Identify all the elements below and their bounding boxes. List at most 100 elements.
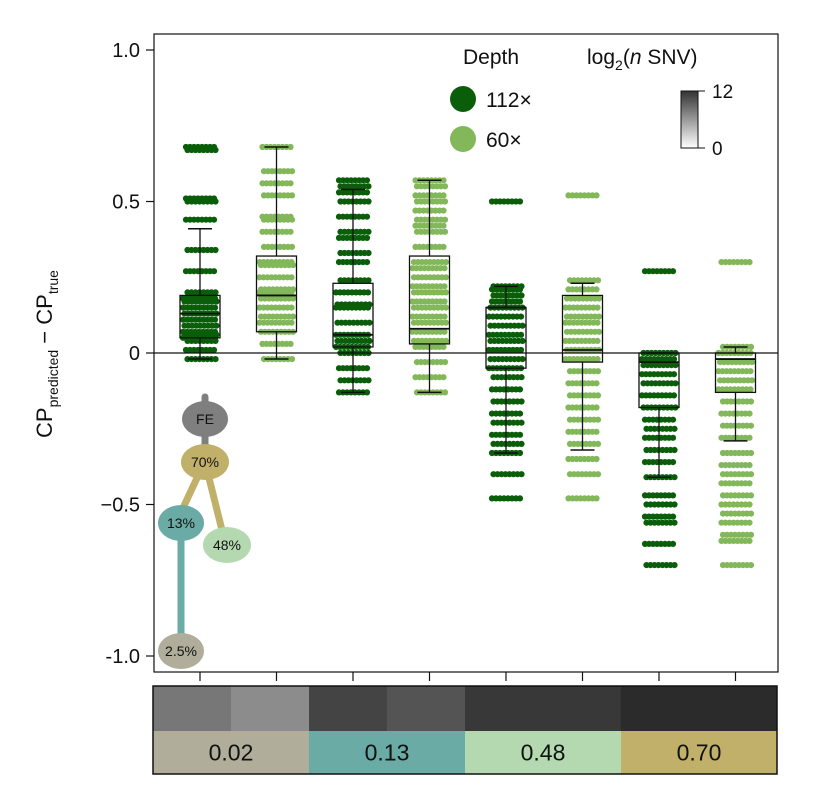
point-2-6-7 (363, 234, 371, 241)
point-5-16-7 (593, 428, 600, 435)
clone-label-2: 0.48 (521, 740, 566, 766)
box-body-2 (332, 282, 374, 348)
clone-cell-0 (153, 731, 310, 774)
point-2-12-8 (364, 304, 372, 311)
point-5-6-8 (594, 319, 601, 326)
y-axis-title-sub1: predicted (45, 350, 61, 408)
points-group-1 (256, 143, 297, 363)
tree-node-label-4: 2.5% (165, 643, 197, 659)
point-5-5-8 (595, 313, 603, 320)
box-3 (408, 179, 451, 394)
point-2-1-7 (365, 183, 372, 190)
point-7-11-7 (747, 449, 755, 457)
point-3-14-8 (441, 298, 448, 305)
point-5-17-7 (594, 440, 602, 447)
point-1-1-7 (288, 168, 296, 175)
box-6 (638, 352, 680, 478)
points-group-4 (485, 198, 526, 502)
point-1-19-7 (288, 356, 296, 363)
snv-cell-3 (387, 686, 466, 731)
point-4-17-7 (518, 419, 525, 426)
point-5-11-7 (594, 368, 602, 375)
y-tick-label-0: 1.0 (112, 40, 140, 62)
point-6-18-7 (669, 540, 677, 548)
point-2-18-7 (363, 365, 371, 372)
point-1-13-8 (289, 295, 297, 302)
point-3-3-7 (441, 198, 449, 205)
point-4-16-7 (516, 410, 524, 417)
point-6-4-8 (670, 371, 678, 378)
snv-cell-7 (699, 686, 778, 731)
points-group-0 (179, 143, 220, 363)
snv-cell-4 (465, 686, 544, 731)
boxplots (154, 146, 778, 681)
point-4-4-7 (516, 298, 524, 305)
point-2-4-7 (363, 213, 371, 220)
colorbar-title-n: n (630, 46, 642, 69)
box-body-1 (255, 255, 298, 333)
point-7-15-7 (747, 492, 755, 499)
point-3-23-7 (441, 389, 449, 396)
box-2 (332, 188, 374, 394)
point-3-12-8 (441, 283, 448, 290)
clone-label-3: 0.70 (677, 740, 722, 766)
tree-edge-70-48 (205, 474, 226, 534)
point-5-1-7 (594, 277, 602, 284)
point-6-6-8 (670, 392, 678, 399)
point-2-20-7 (363, 389, 371, 396)
tree-node-label-3: 48% (213, 537, 241, 553)
y-tick-label-1: 0.5 (112, 192, 140, 214)
box-1 (255, 146, 298, 360)
point-0-17-7 (212, 337, 219, 344)
point-6-15-7 (671, 501, 678, 508)
point-2-3-7 (365, 198, 372, 205)
point-7-19-7 (747, 531, 755, 538)
y-axis-title: CPpredicted − CPtrue (32, 270, 61, 438)
point-2-7-7 (365, 249, 372, 257)
point-0-3-7 (212, 198, 219, 205)
point-5-15-7 (594, 416, 602, 423)
bottom-bars-border (152, 685, 778, 775)
point-4-14-7 (516, 386, 524, 393)
point-3-10-8 (441, 265, 448, 272)
point-0-1-7 (212, 146, 219, 154)
tree-node-1 (181, 444, 229, 480)
points-group-5 (562, 192, 603, 502)
point-6-8-7 (669, 416, 677, 423)
point-6-16-7 (669, 513, 677, 520)
points-group-2 (332, 177, 373, 396)
point-6-17-7 (671, 519, 678, 526)
tree-node-2 (158, 505, 204, 541)
point-2-9-7 (365, 277, 372, 284)
point-3-9-8 (442, 259, 450, 266)
point-3-7-7 (441, 228, 449, 235)
box-4 (485, 285, 527, 454)
point-1-7-7 (288, 243, 296, 250)
clone-label-1: 0.13 (365, 740, 410, 766)
box-body-0 (179, 294, 221, 339)
y-axis: 1.0 0.5 0 −0.5 -1.0 (101, 40, 154, 668)
point-1-12-8 (288, 289, 295, 296)
point-3-6-7 (440, 222, 447, 229)
clone-tree: FE 70% 13% 48% 2.5% (158, 393, 251, 669)
point-6-5-8 (672, 380, 679, 387)
snv-cell-2 (309, 686, 388, 731)
point-7-20-7 (746, 537, 753, 545)
y-tick-label-2: 0 (129, 343, 140, 365)
point-0-6-7 (210, 268, 218, 275)
point-5-2-7 (593, 286, 600, 293)
point-4-15-7 (518, 398, 525, 405)
clone-cell-3 (621, 731, 778, 774)
colorbar-title-open: ( (623, 46, 630, 69)
point-2-19-7 (365, 377, 372, 384)
colorbar-title: log2(n SNV) (587, 46, 698, 73)
y-tick-label-4: -1.0 (106, 646, 140, 668)
point-1-10-8 (288, 274, 295, 281)
point-5-0-7 (593, 192, 600, 199)
legend-label-60x: 60× (486, 129, 522, 152)
point-4-21-7 (518, 471, 525, 478)
points-group-6 (638, 268, 679, 569)
point-6-9-7 (671, 425, 678, 432)
legend-title: Depth (463, 46, 519, 69)
clone-cell-1 (309, 731, 466, 774)
